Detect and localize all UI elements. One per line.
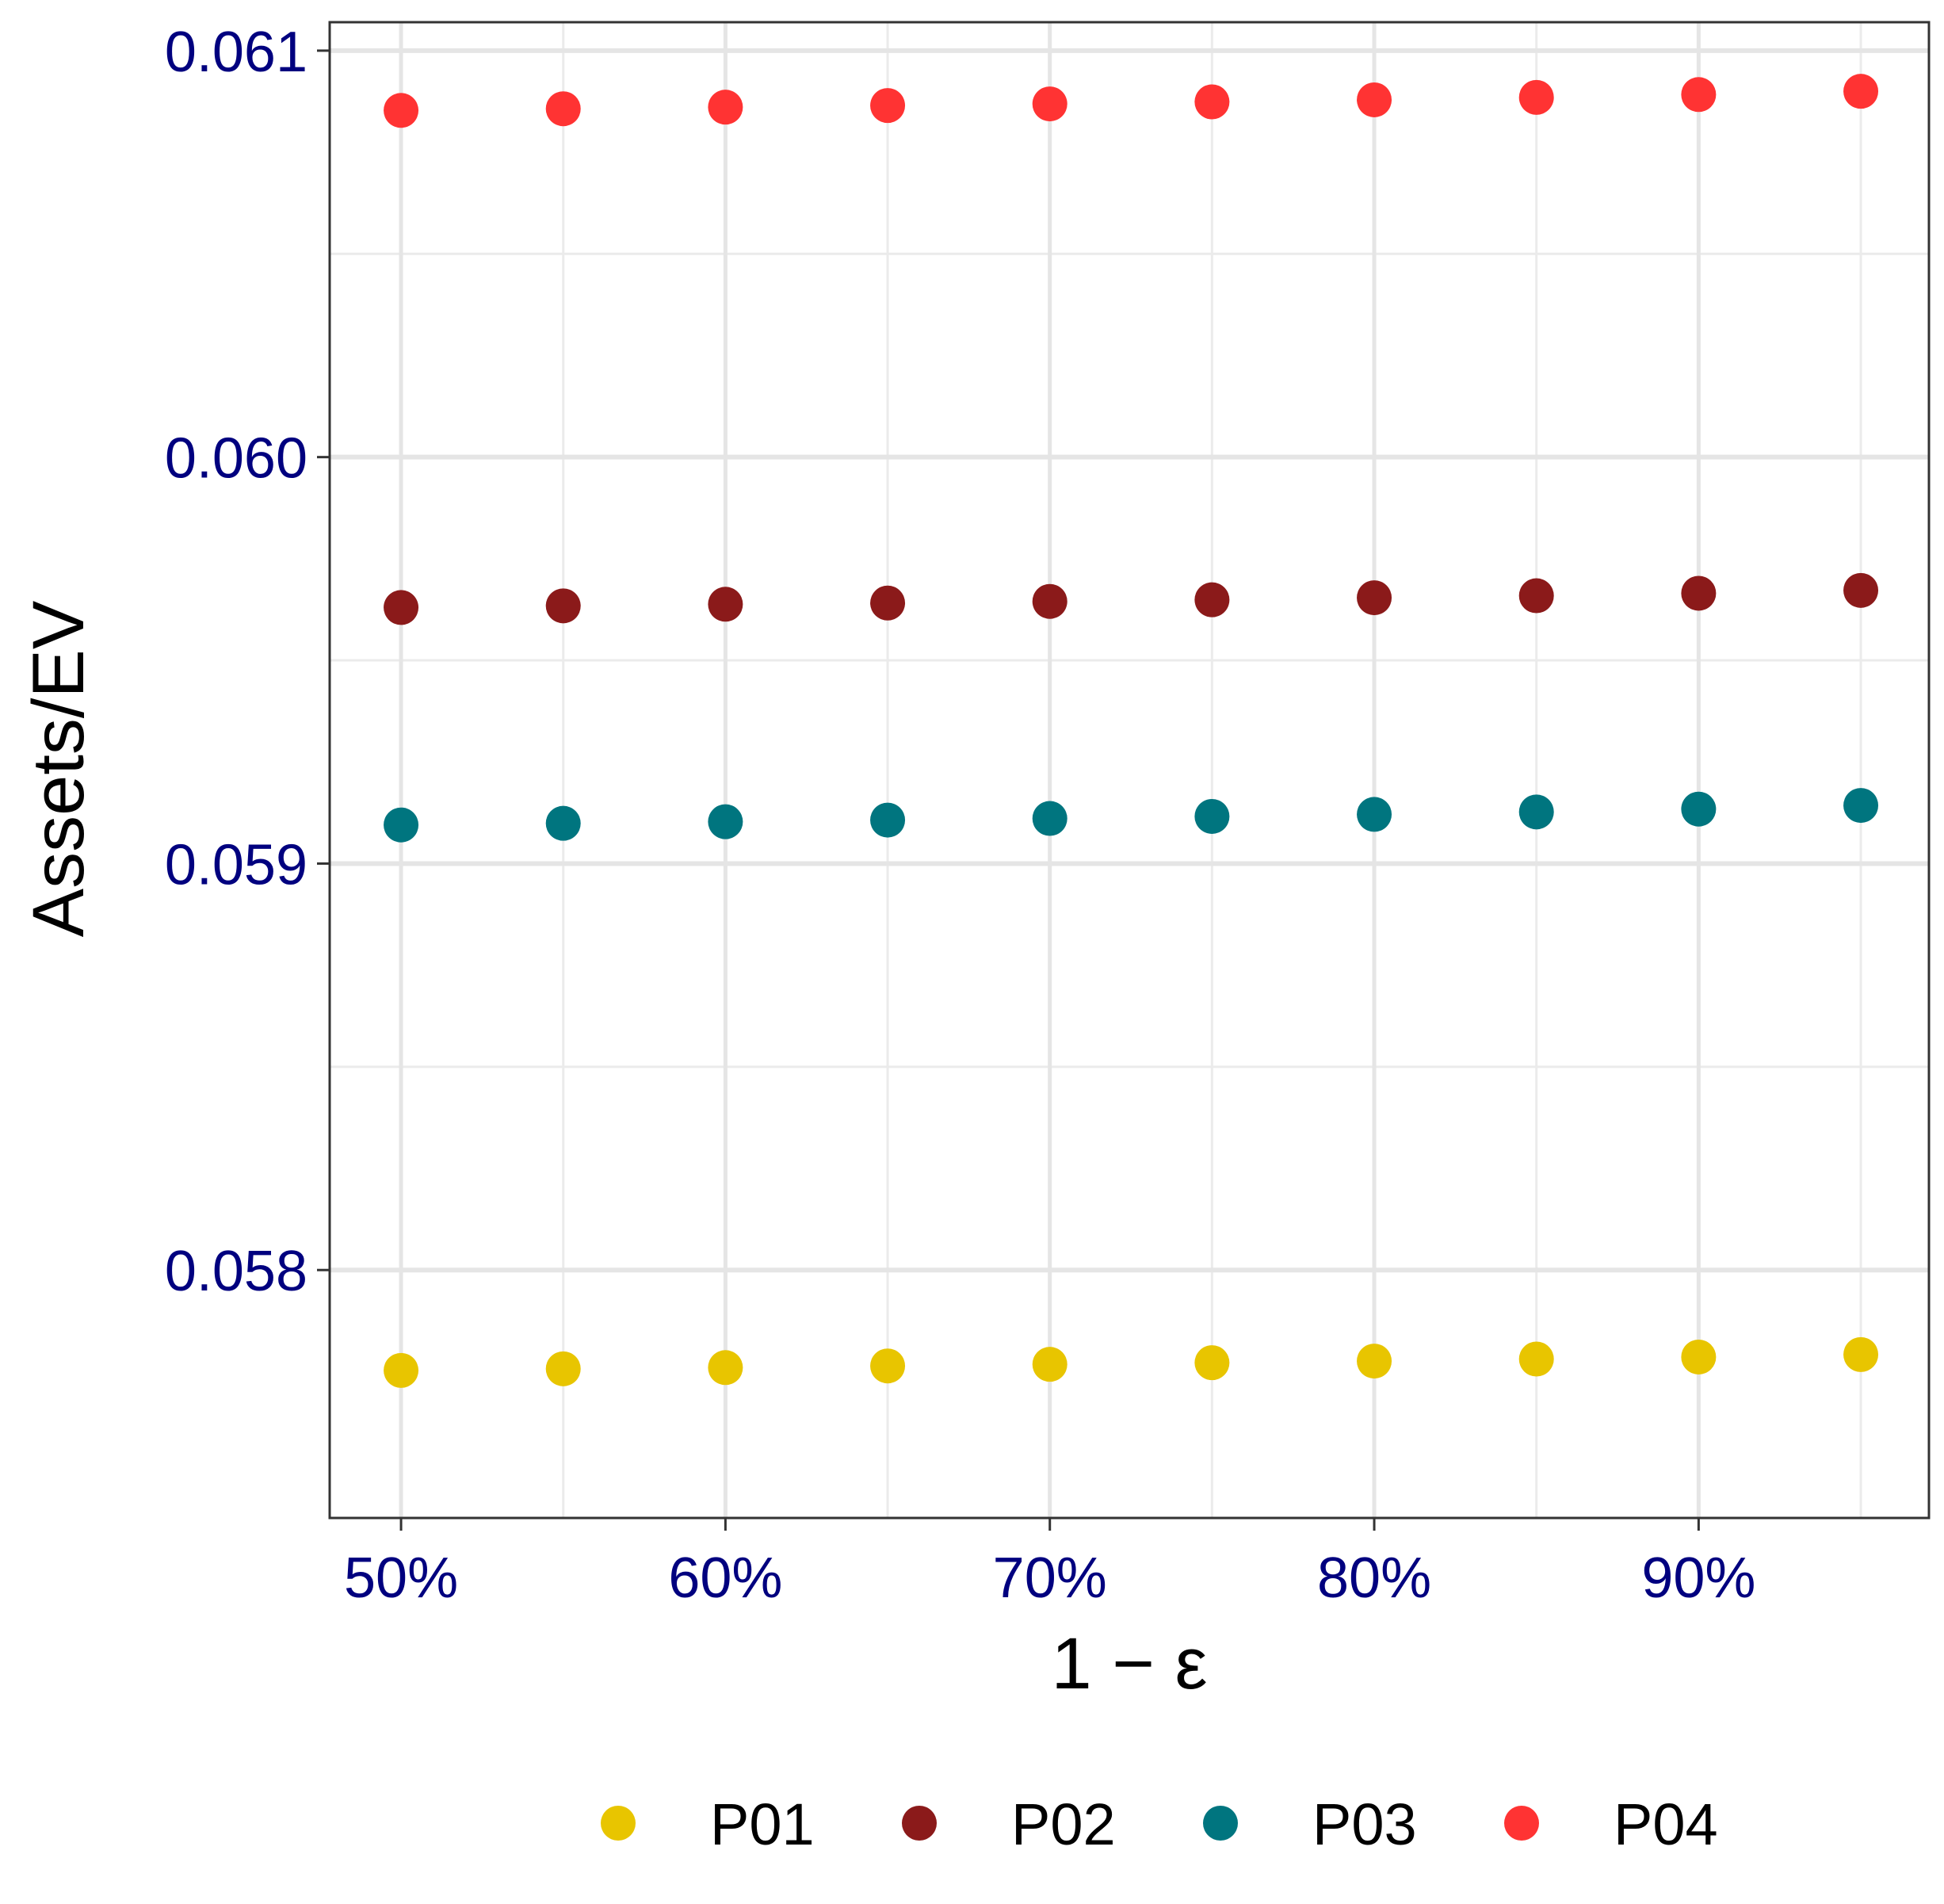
data-point-p02	[708, 587, 743, 622]
data-point-p01	[545, 1351, 581, 1386]
legend-label-p01: P01	[710, 1791, 815, 1857]
legend-key-p03	[1203, 1806, 1238, 1841]
data-point-p02	[870, 585, 906, 621]
legend: P01 P02 P03 P04	[601, 1791, 1718, 1857]
y-tick-label: 0.061	[165, 21, 307, 84]
data-point-p02	[1681, 575, 1717, 611]
data-point-p04	[870, 88, 906, 124]
y-tick-label: 0.058	[165, 1240, 307, 1303]
data-point-p03	[1357, 797, 1392, 832]
data-point-p01	[1518, 1341, 1554, 1377]
y-tick-label: 0.060	[165, 427, 307, 491]
data-point-p04	[1681, 77, 1717, 113]
data-point-p02	[1518, 578, 1554, 614]
data-point-p02	[1194, 582, 1230, 617]
data-point-p03	[384, 807, 419, 843]
points-layer	[384, 74, 1879, 1388]
data-point-p03	[545, 805, 581, 841]
data-point-p03	[870, 802, 906, 838]
data-point-p04	[708, 90, 743, 125]
data-point-p03	[1194, 798, 1230, 834]
legend-label-p03: P03	[1312, 1791, 1417, 1857]
data-point-p02	[1357, 580, 1392, 616]
x-tick-label: 50%	[344, 1547, 458, 1610]
data-point-p01	[1843, 1336, 1879, 1372]
data-point-p01	[708, 1350, 743, 1386]
data-point-p04	[1032, 86, 1067, 122]
data-point-p02	[384, 590, 419, 625]
data-point-p04	[1518, 79, 1554, 115]
data-point-p04	[545, 91, 581, 127]
x-tick-label: 70%	[993, 1547, 1107, 1610]
data-point-p03	[1681, 791, 1717, 827]
data-point-p04	[1194, 84, 1230, 120]
legend-label-p04: P04	[1614, 1791, 1718, 1857]
x-tick-label: 90%	[1641, 1547, 1755, 1610]
data-point-p03	[1518, 794, 1554, 830]
panel-border	[328, 21, 1931, 1520]
ticks-layer: 0.058 0.059 0.060 0.061 50% 60% 70% 80% 90%	[165, 21, 1756, 1610]
grid-layer	[330, 22, 1929, 1518]
data-point-p01	[1681, 1339, 1717, 1374]
data-point-p03	[1032, 801, 1067, 836]
legend-key-p01	[601, 1806, 636, 1841]
y-axis-title: Assets/EV	[18, 601, 99, 937]
y-tick-label: 0.059	[165, 833, 307, 897]
data-point-p04	[1357, 82, 1392, 117]
legend-label-p02: P02	[1011, 1791, 1116, 1857]
x-axis-title: 1 − ε	[1051, 1623, 1207, 1704]
data-point-p01	[1357, 1344, 1392, 1379]
legend-key-p02	[902, 1806, 937, 1841]
x-tick-label: 60%	[668, 1547, 782, 1610]
data-point-p02	[545, 588, 581, 624]
data-point-p02	[1843, 572, 1879, 608]
data-point-p01	[1032, 1347, 1067, 1382]
data-point-p03	[1843, 788, 1879, 824]
legend-key-p04	[1504, 1806, 1539, 1841]
data-point-p01	[384, 1352, 419, 1388]
data-point-p04	[1843, 74, 1879, 109]
x-tick-label: 80%	[1317, 1547, 1431, 1610]
data-point-p01	[870, 1348, 906, 1384]
data-point-p04	[384, 93, 419, 128]
data-point-p01	[1194, 1345, 1230, 1381]
data-point-p03	[708, 804, 743, 839]
data-point-p02	[1032, 583, 1067, 619]
